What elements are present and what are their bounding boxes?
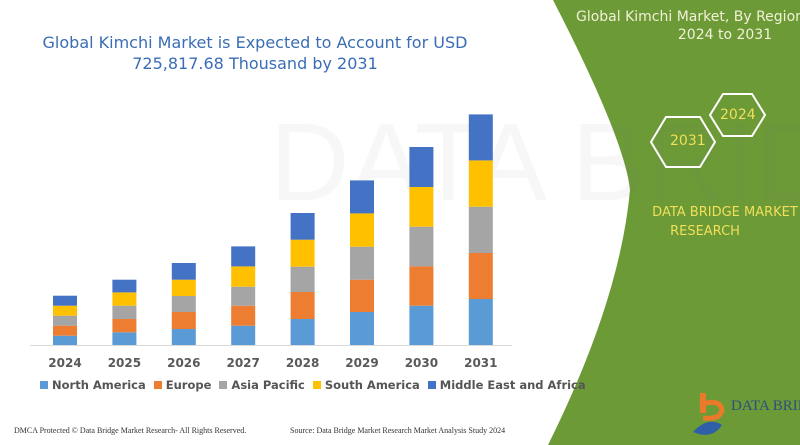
legend-swatch xyxy=(312,381,321,389)
bar-segment-2026-middle-east-and-africa xyxy=(171,263,196,280)
bar-segment-2031-asia-pacific xyxy=(468,206,493,253)
x-tick-labels: 2024 2025 2026 2027 2028 2029 2030 2031 xyxy=(48,356,497,370)
footer-source: Source: Data Bridge Market Research Mark… xyxy=(290,426,506,435)
x-tick-2029: 2029 xyxy=(345,356,378,370)
bar-segment-2024-asia-pacific xyxy=(53,315,77,326)
bar-segment-2028-south-america xyxy=(290,239,315,267)
legend-label: Europe xyxy=(165,378,212,392)
chart-title: Global Kimchi Market is Expected to Acco… xyxy=(40,32,470,74)
bar-segment-2026-asia-pacific xyxy=(171,296,196,312)
logo-text: DATA BRIDGE xyxy=(731,398,800,414)
bar-segment-2025-asia-pacific xyxy=(112,305,137,319)
legend-label: Asia Pacific xyxy=(231,378,305,392)
hexagon-2031 xyxy=(649,116,717,168)
bar-segment-2025-north-america xyxy=(112,332,137,345)
chart-title-line-2: 725,817.68 Thousand by 2031 xyxy=(132,54,378,73)
legend-swatch xyxy=(153,381,162,389)
bar-segment-2031-north-america xyxy=(468,299,493,345)
side-title-line-2: 2024 to 2031 xyxy=(677,27,773,43)
bar-segment-2029-south-america xyxy=(350,213,374,247)
hex-label-2024: 2024 xyxy=(720,107,756,123)
legend-item-south-america: South America xyxy=(312,378,420,392)
bar-segment-2027-middle-east-and-africa xyxy=(231,246,256,267)
bar-segment-2031-europe xyxy=(468,253,493,299)
bars-group xyxy=(53,114,493,345)
legend-swatch xyxy=(427,381,436,389)
legend-item-north-america: North America xyxy=(40,378,146,392)
side-panel-brand: DATA BRIDGE MARKET RESEARCH xyxy=(630,203,800,241)
bar-segment-2030-middle-east-and-africa xyxy=(409,147,434,187)
x-tick-2028: 2028 xyxy=(286,356,319,370)
bar-segment-2030-europe xyxy=(409,266,434,306)
bar-segment-2030-north-america xyxy=(409,305,434,345)
bar-segment-2026-south-america xyxy=(171,279,196,296)
x-tick-2031: 2031 xyxy=(464,356,497,370)
bar-segment-2028-asia-pacific xyxy=(290,266,315,292)
legend-label: North America xyxy=(52,378,146,392)
bar-segment-2024-south-america xyxy=(53,305,77,316)
x-tick-2026: 2026 xyxy=(167,356,200,370)
bar-segment-2030-south-america xyxy=(409,187,434,227)
legend-swatch xyxy=(40,381,48,389)
brand-line-2: RESEARCH xyxy=(670,224,740,239)
x-tick-2024: 2024 xyxy=(48,356,81,370)
bar-segment-2031-south-america xyxy=(468,160,493,207)
bar-segment-2027-asia-pacific xyxy=(231,286,256,306)
footer-copyright: DMCA Protected © Data Bridge Market Rese… xyxy=(14,426,247,435)
logo-icon xyxy=(693,393,725,435)
legend-swatch xyxy=(219,381,228,389)
bar-segment-2027-south-america xyxy=(231,266,256,287)
bar-segment-2027-north-america xyxy=(231,325,256,345)
x-tick-2030: 2030 xyxy=(405,356,438,370)
bar-segment-2025-south-america xyxy=(112,292,137,306)
hex-label-2031: 2031 xyxy=(670,133,706,149)
chart-title-line-1: Global Kimchi Market is Expected to Acco… xyxy=(42,33,468,52)
bar-segment-2027-europe xyxy=(231,305,256,326)
side-panel-title: Global Kimchi Market, By Region 2024 to … xyxy=(560,8,800,44)
bar-segment-2031-middle-east-and-africa xyxy=(468,114,493,161)
bar-segment-2030-asia-pacific xyxy=(409,226,434,267)
legend-item-mea: Middle East and Africa xyxy=(427,378,586,392)
legend-label: Middle East and Africa xyxy=(439,378,586,392)
hexagon-2024 xyxy=(708,93,767,137)
bar-segment-2024-europe xyxy=(53,325,77,336)
legend-item-europe: Europe xyxy=(153,378,212,392)
bar-segment-2026-north-america xyxy=(171,329,196,345)
bar-segment-2028-europe xyxy=(290,292,315,319)
bar-segment-2028-middle-east-and-africa xyxy=(290,213,315,240)
bar-segment-2029-north-america xyxy=(350,312,374,345)
bar-segment-2024-middle-east-and-africa xyxy=(53,295,77,306)
bar-segment-2025-middle-east-and-africa xyxy=(112,279,137,293)
bar-segment-2029-asia-pacific xyxy=(350,246,374,280)
x-tick-2027: 2027 xyxy=(226,356,259,370)
legend-item-asia-pacific: Asia Pacific xyxy=(219,378,305,392)
bar-segment-2029-europe xyxy=(350,279,374,312)
bar-segment-2024-north-america xyxy=(53,335,77,345)
bar-segment-2028-north-america xyxy=(290,319,315,345)
legend: North America Europe Asia Pacific South … xyxy=(40,378,586,392)
side-title-line-1: Global Kimchi Market, By Region xyxy=(575,9,800,25)
brand-line-1: DATA BRIDGE MARKET xyxy=(652,205,798,220)
green-panel xyxy=(548,0,800,445)
x-tick-2025: 2025 xyxy=(108,356,141,370)
bar-segment-2029-middle-east-and-africa xyxy=(350,180,374,214)
bar-segment-2026-europe xyxy=(171,312,196,329)
bar-segment-2025-europe xyxy=(112,319,137,333)
legend-label: South America xyxy=(324,378,420,392)
